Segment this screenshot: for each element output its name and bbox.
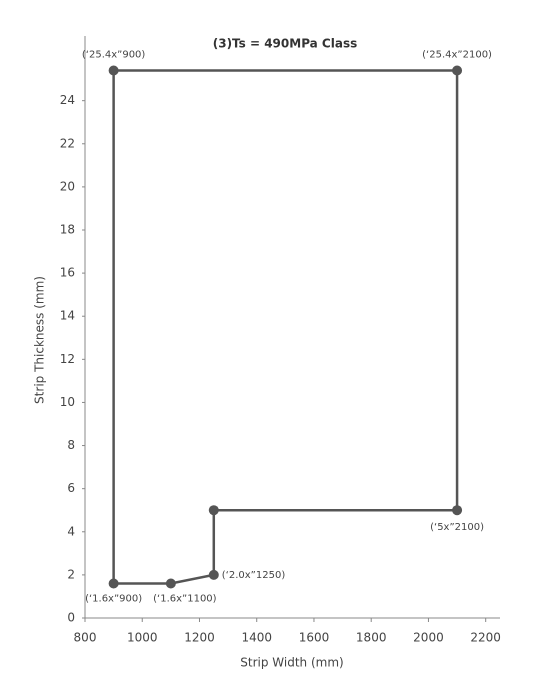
- y-tick-label: 2: [67, 567, 75, 581]
- data-line: [112, 69, 459, 585]
- data-label: (‘25.4x”2100): [422, 49, 492, 60]
- y-tick-label: 20: [60, 179, 75, 193]
- y-tick-label: 0: [67, 611, 75, 625]
- data-point: [108, 65, 119, 76]
- x-tick-label: 800: [74, 631, 97, 645]
- y-tick-label: 16: [60, 266, 75, 280]
- data-point: [165, 578, 176, 589]
- x-tick-label: 2200: [470, 631, 501, 645]
- y-tick-label: 18: [60, 223, 75, 237]
- y-tick-label: 24: [60, 93, 75, 107]
- y-tick-label: 22: [60, 136, 75, 150]
- data-point: [108, 578, 119, 589]
- x-tick-label: 1000: [127, 631, 158, 645]
- chart-title: (3)Ts = 490MPa Class: [213, 37, 358, 51]
- data-point: [208, 569, 219, 580]
- data-label: (‘1.6x”1100): [153, 594, 217, 605]
- data-point: [208, 505, 219, 516]
- x-tick-label: 1600: [299, 631, 330, 645]
- data-label: (‘2.0x”1250): [222, 570, 286, 581]
- data-point: [452, 505, 463, 516]
- y-tick-label: 10: [60, 395, 75, 409]
- x-tick-label: 1400: [241, 631, 272, 645]
- data-label: (‘1.6x”900): [85, 594, 142, 605]
- x-tick-label: 2000: [413, 631, 444, 645]
- data-label: (‘5x”2100): [430, 522, 484, 533]
- x-axis-label: Strip Width (mm): [240, 656, 343, 670]
- data-point: [452, 65, 463, 76]
- y-tick-label: 12: [60, 352, 75, 366]
- y-tick-label: 4: [67, 524, 75, 538]
- x-tick-label: 1800: [356, 631, 387, 645]
- y-tick-label: 8: [67, 438, 75, 452]
- y-tick-label: 6: [67, 481, 75, 495]
- data-label: (‘25.4x”900): [82, 49, 146, 60]
- x-tick-label: 1200: [184, 631, 215, 645]
- y-tick-label: 14: [60, 309, 75, 323]
- y-axis-label: Strip Thickness (mm): [33, 276, 47, 404]
